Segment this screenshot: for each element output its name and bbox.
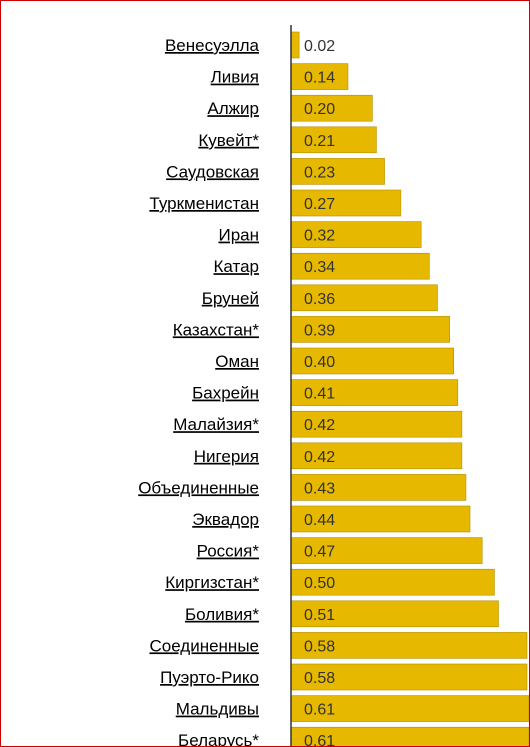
bar-13 bbox=[290, 410, 463, 438]
value-label-23: 0.61 bbox=[304, 733, 335, 746]
value-label-20: 0.58 bbox=[304, 638, 335, 655]
bars-layer bbox=[290, 31, 529, 746]
value-label-6: 0.27 bbox=[304, 196, 335, 213]
value-label-1: 0.02 bbox=[304, 38, 335, 55]
country-label-10[interactable]: Казахстан* bbox=[173, 320, 260, 339]
bar-20 bbox=[290, 632, 528, 659]
bar-17 bbox=[290, 537, 483, 564]
value-label-2: 0.14 bbox=[304, 70, 335, 87]
bar-16 bbox=[290, 505, 471, 533]
value-label-8: 0.34 bbox=[304, 259, 335, 276]
country-label-11[interactable]: Оман bbox=[215, 352, 259, 371]
country-label-19[interactable]: Боливия* bbox=[185, 605, 259, 624]
country-label-6[interactable]: Туркменистан bbox=[149, 194, 259, 213]
value-label-13: 0.42 bbox=[304, 417, 335, 434]
bar-18 bbox=[290, 568, 495, 596]
country-label-9[interactable]: Бруней bbox=[202, 289, 259, 308]
bar-12 bbox=[290, 379, 459, 406]
value-label-11: 0.40 bbox=[304, 354, 335, 371]
value-label-17: 0.47 bbox=[304, 544, 335, 561]
country-label-21[interactable]: Пуэрто-Рико bbox=[160, 668, 259, 687]
value-label-14: 0.42 bbox=[304, 449, 335, 466]
bar-6 bbox=[290, 189, 402, 217]
country-label-15[interactable]: Объединенные bbox=[138, 478, 259, 497]
bar-22 bbox=[290, 695, 529, 722]
value-label-16: 0.44 bbox=[304, 512, 335, 529]
country-label-2[interactable]: Ливия bbox=[211, 68, 259, 87]
country-label-22[interactable]: Мальдивы bbox=[176, 700, 259, 719]
value-label-19: 0.51 bbox=[304, 607, 335, 624]
value-label-5: 0.23 bbox=[304, 164, 335, 181]
value-label-4: 0.21 bbox=[304, 133, 335, 150]
bar-2 bbox=[290, 63, 349, 90]
bar-1 bbox=[290, 31, 300, 59]
country-label-13[interactable]: Малайзия* bbox=[173, 415, 259, 434]
value-label-3: 0.20 bbox=[304, 101, 335, 118]
country-label-14[interactable]: Нигерия bbox=[194, 447, 259, 466]
value-label-15: 0.43 bbox=[304, 480, 335, 497]
bar-19 bbox=[290, 600, 499, 628]
bar-21 bbox=[290, 663, 528, 691]
value-label-21: 0.58 bbox=[304, 670, 335, 687]
value-label-7: 0.32 bbox=[304, 228, 335, 245]
value-label-10: 0.39 bbox=[304, 322, 335, 339]
value-label-9: 0.36 bbox=[304, 291, 335, 308]
bar-15 bbox=[290, 474, 467, 501]
country-label-20[interactable]: Соединенные bbox=[149, 636, 259, 655]
bar-8 bbox=[290, 252, 430, 280]
bar-9 bbox=[290, 284, 438, 312]
country-label-4[interactable]: Кувейт* bbox=[198, 131, 259, 150]
bar-3 bbox=[290, 94, 373, 122]
country-label-5[interactable]: Саудовская bbox=[166, 162, 259, 181]
value-label-18: 0.50 bbox=[304, 575, 335, 592]
value-label-22: 0.61 bbox=[304, 702, 335, 719]
labels-layer: 0.02 Венесуэлла 0.14 Ливия 0.20 Алжир 0.21 Куве… bbox=[138, 36, 335, 746]
country-label-17[interactable]: Россия* bbox=[197, 542, 260, 561]
bar-5 bbox=[290, 158, 385, 185]
bar-11 bbox=[290, 347, 455, 375]
bar-14 bbox=[290, 442, 463, 470]
country-label-12[interactable]: Бахрейн bbox=[192, 384, 259, 403]
country-label-18[interactable]: Киргизстан* bbox=[165, 573, 259, 592]
country-label-8[interactable]: Катар bbox=[214, 257, 260, 276]
bar-7 bbox=[290, 221, 422, 248]
value-label-12: 0.41 bbox=[304, 386, 335, 403]
country-label-1[interactable]: Венесуэлла bbox=[165, 36, 260, 55]
country-label-3[interactable]: Алжир bbox=[207, 99, 259, 118]
country-label-7[interactable]: Иран bbox=[218, 226, 259, 245]
country-label-16[interactable]: Эквадор bbox=[192, 510, 259, 529]
bar-10 bbox=[290, 316, 450, 343]
country-label-23[interactable]: Беларусь* bbox=[178, 731, 259, 746]
